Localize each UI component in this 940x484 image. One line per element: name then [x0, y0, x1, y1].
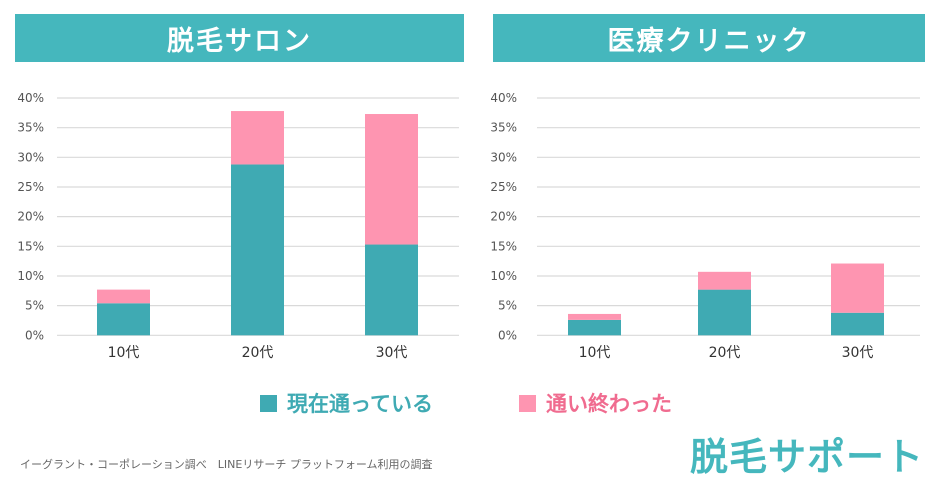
y-tick-label: 0%	[25, 328, 44, 342]
y-tick-label: 30%	[490, 150, 517, 164]
legend-label-current: 現在通っている	[287, 392, 433, 416]
x-tick-label: 30代	[376, 345, 408, 361]
bar-current	[831, 312, 884, 336]
bar-current	[698, 289, 751, 336]
y-tick-label: 40%	[17, 91, 44, 105]
y-tick-label: 25%	[17, 180, 44, 194]
x-tick-label: 20代	[709, 345, 741, 361]
bar-current	[97, 303, 150, 336]
x-tick-label: 10代	[579, 345, 611, 361]
bar-finished	[831, 263, 884, 313]
y-tick-label: 15%	[490, 239, 517, 253]
clinic-chart-title: 医療クリニック	[493, 14, 925, 62]
y-tick-label: 5%	[25, 299, 44, 313]
source-note: イーグラント・コーポレーション調べ LINEリサーチ プラットフォーム利用の調査	[20, 458, 433, 471]
y-tick-label: 10%	[490, 269, 517, 283]
y-tick-label: 10%	[17, 269, 44, 283]
y-tick-label: 40%	[490, 91, 517, 105]
x-tick-label: 20代	[242, 345, 274, 361]
bar-finished	[231, 111, 284, 165]
legend-swatch-current	[260, 394, 277, 412]
y-tick-label: 35%	[490, 121, 517, 135]
bar-finished	[365, 114, 418, 245]
y-tick-label: 25%	[490, 180, 517, 194]
legend-finished: 通い終わった	[519, 388, 672, 418]
legend-label-finished: 通い終わった	[546, 392, 672, 416]
legend-swatch-finished	[519, 394, 536, 412]
bar-finished	[698, 271, 751, 290]
bar-current	[365, 244, 418, 336]
y-tick-label: 20%	[17, 210, 44, 224]
salon-chart-title: 脱毛サロン	[15, 14, 464, 62]
y-tick-label: 35%	[17, 121, 44, 135]
x-tick-label: 30代	[842, 345, 874, 361]
bar-current	[568, 319, 621, 336]
y-tick-label: 5%	[498, 299, 517, 313]
bar-finished	[97, 289, 150, 304]
logo: 脱毛サポート	[689, 435, 924, 479]
y-tick-label: 20%	[490, 210, 517, 224]
y-tick-label: 15%	[17, 239, 44, 253]
y-tick-label: 0%	[498, 328, 517, 342]
legend-current: 現在通っている	[260, 388, 433, 418]
x-tick-label: 10代	[108, 345, 140, 361]
bar-finished	[568, 313, 621, 320]
bar-current	[231, 164, 284, 336]
y-tick-label: 30%	[17, 150, 44, 164]
